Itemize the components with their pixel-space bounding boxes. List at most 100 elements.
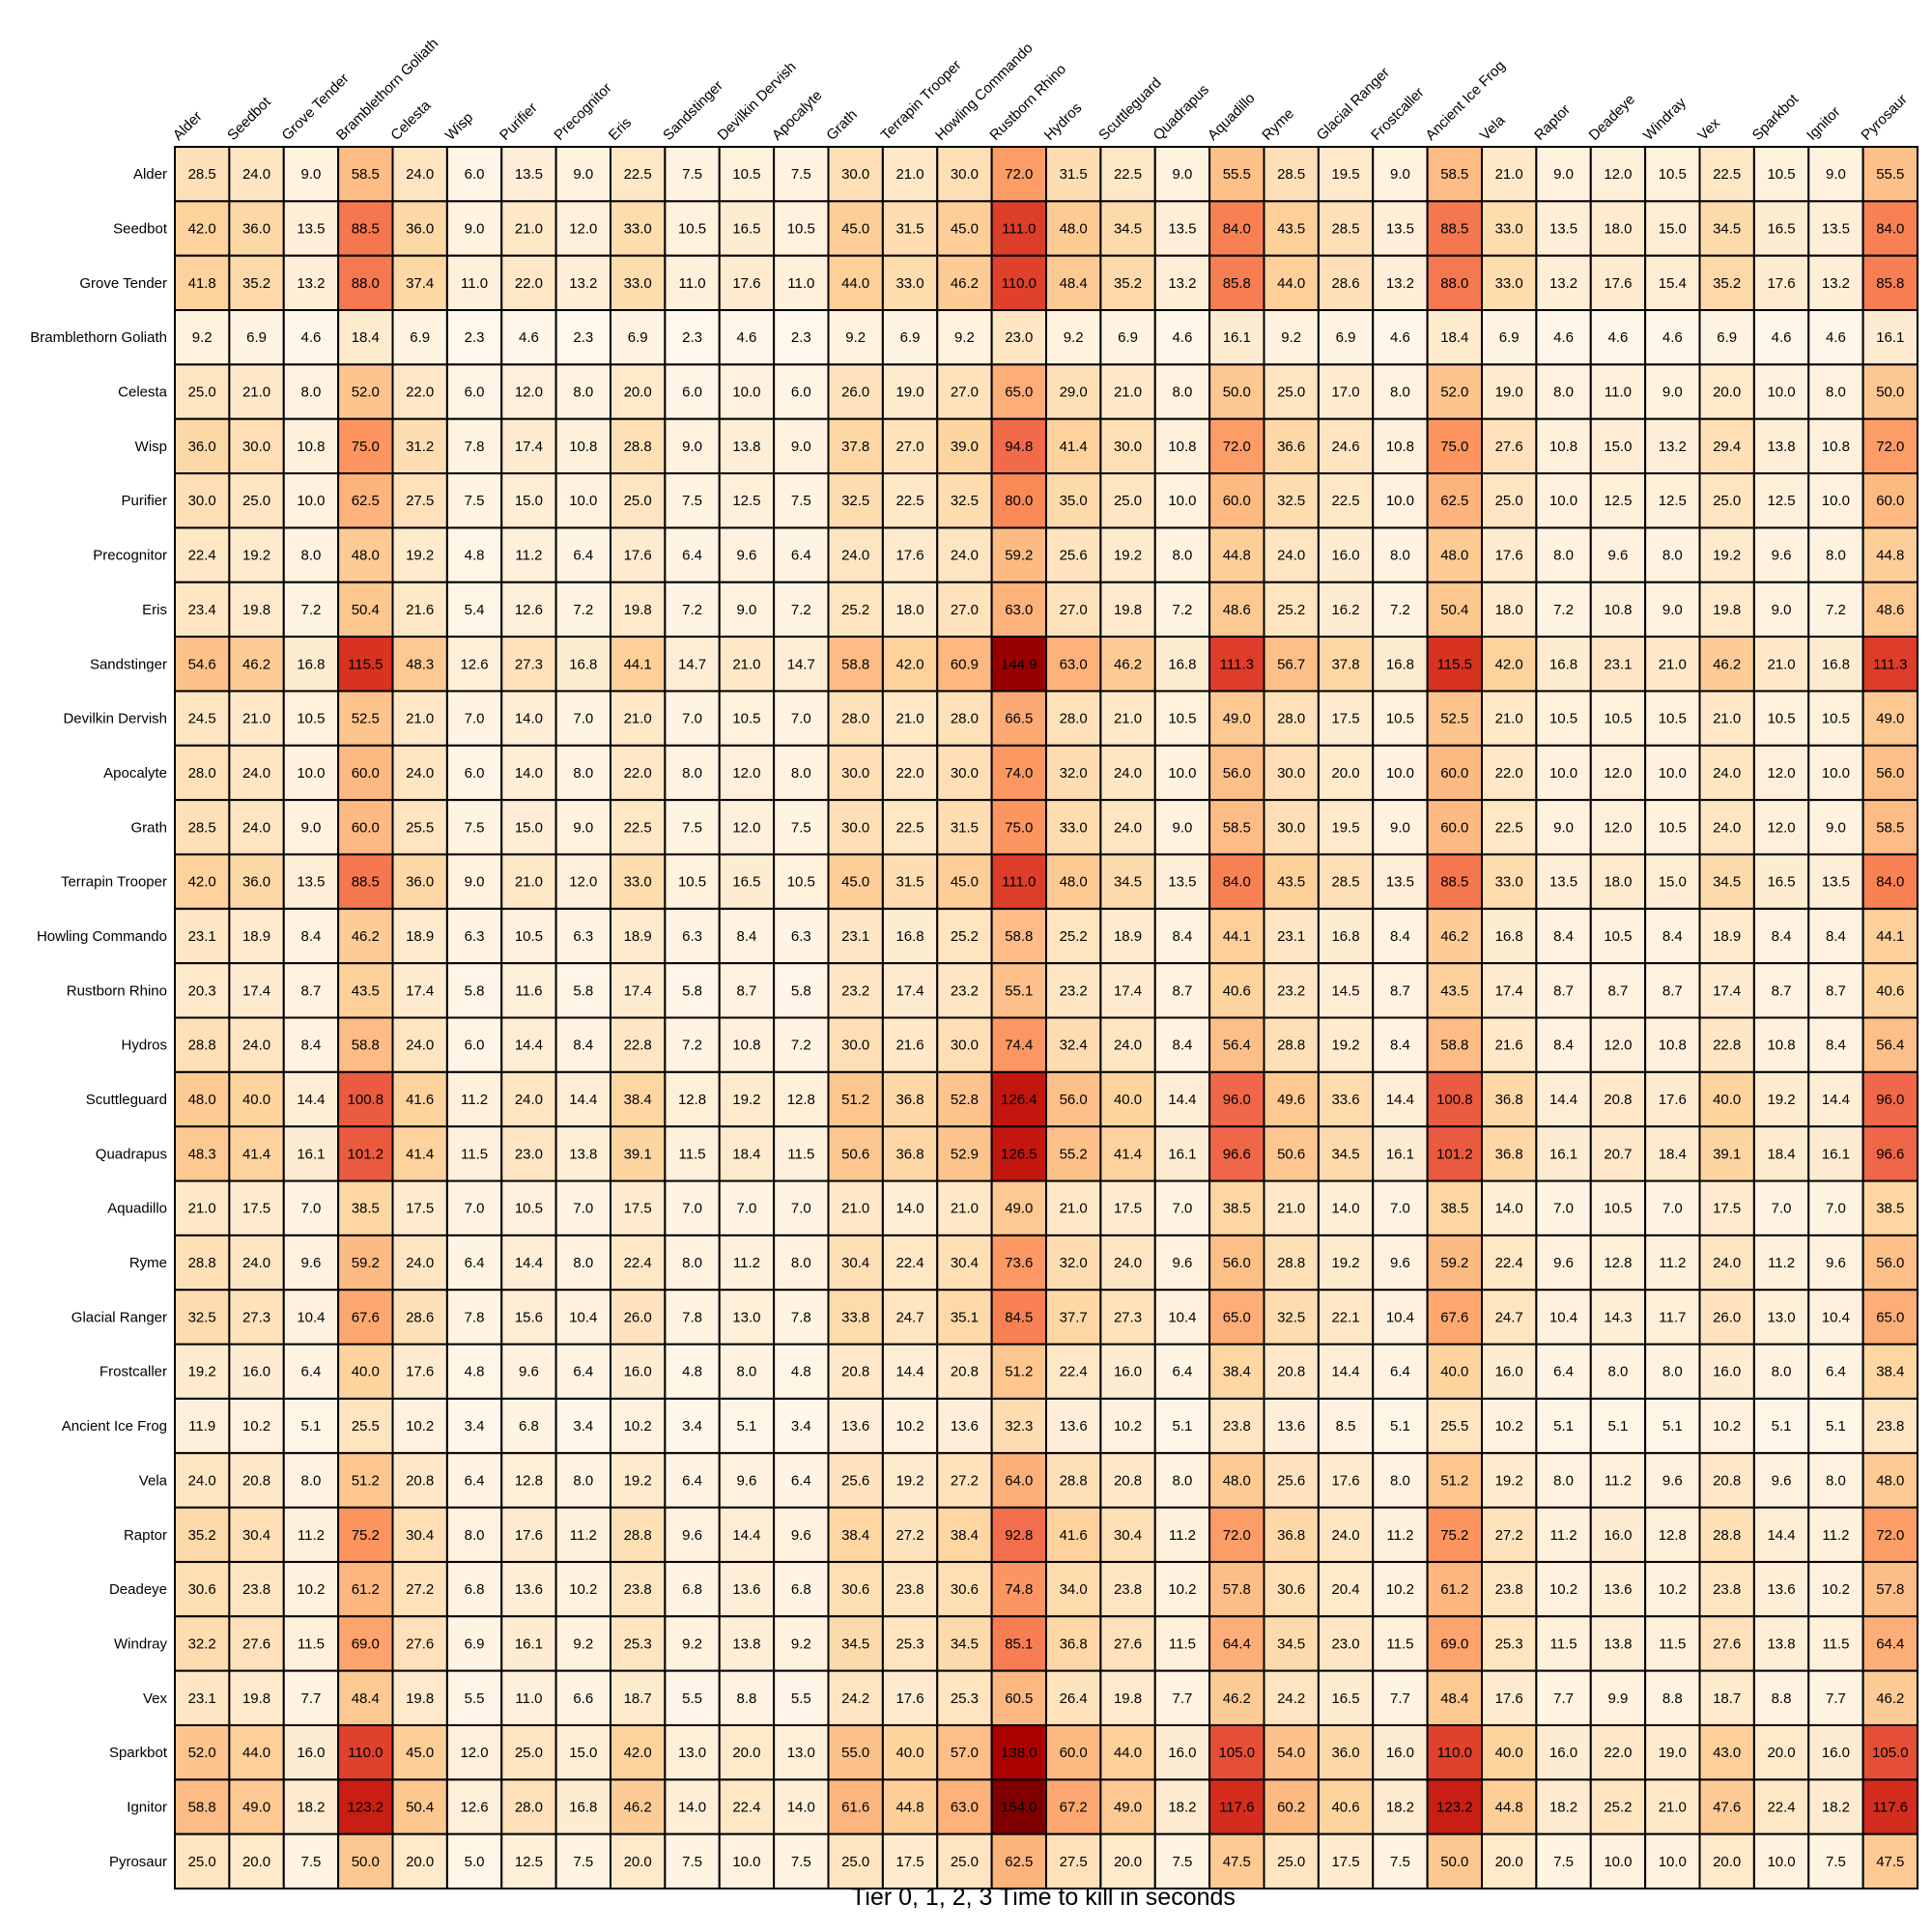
cell-value-label: 31.5 (951, 819, 979, 836)
cell-value-label: 19.2 (188, 1364, 216, 1380)
heatmap-cell (1263, 1234, 1320, 1292)
cell-value-label: 11.2 (1659, 1255, 1686, 1271)
cell-value-label: 84.5 (1005, 1309, 1033, 1325)
cell-value-label: 16.1 (1876, 329, 1904, 346)
cell-value-label: 8.0 (573, 765, 593, 781)
cell-value-label: 25.3 (895, 1635, 923, 1652)
cell-value-label: 13.5 (1822, 874, 1850, 891)
cell-value-label: 35.2 (1713, 275, 1741, 292)
heatmap-cell (1861, 853, 1919, 910)
heatmap-cell (664, 1016, 721, 1073)
cell-value-label: 6.8 (791, 1581, 811, 1598)
heatmap-cell (445, 1016, 503, 1073)
heatmap-cell (1698, 1289, 1755, 1346)
cell-value-label: 13.2 (1822, 275, 1850, 292)
cell-value-label: 17.6 (406, 1364, 434, 1380)
cell-value-label: 20.8 (1277, 1364, 1305, 1380)
cell-value-label: 24.0 (1713, 765, 1741, 781)
cell-value-label: 50.4 (1440, 602, 1468, 618)
cell-value-label: 20.0 (406, 1854, 434, 1870)
cell-value-label: 22.5 (1713, 166, 1741, 183)
heatmap-cell (1099, 1234, 1156, 1292)
cell-value-label: 64.4 (1223, 1635, 1251, 1652)
cell-value-label: 7.2 (682, 1037, 702, 1054)
cell-value-label: 12.0 (1604, 1037, 1632, 1054)
cell-value-label: 28.5 (1331, 221, 1359, 238)
cell-value-label: 8.0 (791, 1255, 811, 1271)
cell-value-label: 58.5 (1876, 819, 1904, 836)
cell-value-label: 28.8 (1060, 1472, 1088, 1489)
cell-value-label: 20.0 (1114, 1854, 1142, 1870)
cell-value-label: 6.6 (573, 1690, 593, 1707)
heatmap-cell (1372, 1506, 1429, 1563)
cell-value-label: 39.0 (951, 439, 979, 455)
heatmap-cell (718, 1070, 776, 1128)
cell-value-label: 7.0 (737, 1201, 757, 1217)
heatmap-cell (936, 1234, 993, 1292)
cell-value-label: 6.9 (628, 329, 648, 346)
cell-value-label: 88.0 (1440, 275, 1468, 292)
cell-value-label: 14.4 (1822, 1092, 1850, 1108)
cell-value-label: 49.0 (1876, 711, 1904, 727)
cell-value-label: 115.5 (1437, 656, 1472, 672)
heatmap-cell (1153, 1452, 1211, 1509)
heatmap-cell (1535, 472, 1592, 529)
column-label: Wisp (442, 109, 477, 144)
heatmap-cell (827, 1070, 884, 1128)
cell-value-label: 24.0 (242, 765, 270, 781)
cell-value-label: 12.0 (1604, 765, 1632, 781)
cell-value-label: 21.0 (841, 1201, 869, 1217)
cell-value-label: 33.0 (895, 275, 923, 292)
cell-value-label: 22.5 (624, 819, 652, 836)
heatmap-cell (1589, 1723, 1647, 1781)
heatmap-cell (936, 1070, 993, 1128)
cell-value-label: 6.0 (465, 166, 485, 183)
heatmap-cell (936, 1615, 993, 1672)
heatmap-cell (1099, 1452, 1156, 1509)
cell-value-label: 105.0 (1219, 1745, 1256, 1761)
cell-value-label: 10.0 (1822, 765, 1850, 781)
cell-value-label: 9.6 (301, 1255, 322, 1271)
heatmap-cell (1317, 1506, 1375, 1563)
cell-value-label: 28.8 (1277, 1255, 1305, 1271)
cell-value-label: 7.5 (301, 1854, 322, 1870)
row-label: Ignitor (127, 1799, 167, 1815)
column-label: Pyrosaur (1858, 91, 1910, 143)
cell-value-label: 19.2 (895, 1472, 923, 1489)
row-label: Devilkin Dervish (63, 711, 167, 727)
heatmap-cell (718, 744, 776, 802)
cell-value-label: 21.6 (895, 1037, 923, 1054)
cell-value-label: 28.5 (188, 166, 216, 183)
cell-value-label: 16.0 (1495, 1364, 1523, 1380)
cell-value-label: 13.2 (1386, 275, 1414, 292)
heatmap-cell (1317, 1560, 1375, 1618)
cell-value-label: 10.2 (297, 1581, 325, 1598)
heatmap-cell (827, 417, 884, 475)
heatmap-cell (664, 1397, 721, 1455)
cell-value-label: 28.8 (188, 1255, 216, 1271)
cell-value-label: 6.9 (410, 329, 430, 346)
heatmap-cell (1045, 962, 1102, 1019)
heatmap-cell (1861, 1506, 1919, 1563)
heatmap-cell (718, 853, 776, 910)
cell-value-label: 12.5 (732, 493, 760, 509)
cell-value-label: 84.0 (1223, 221, 1251, 238)
cell-value-label: 11.2 (1169, 1527, 1196, 1544)
cell-value-label: 27.3 (242, 1309, 270, 1325)
cell-value-label: 9.2 (192, 329, 213, 346)
heatmap-cell (610, 636, 667, 693)
heatmap-cell (1589, 1343, 1647, 1400)
cell-value-label: 51.2 (1440, 1472, 1468, 1489)
cell-value-label: 44.8 (1223, 548, 1251, 564)
cell-value-label: 25.0 (515, 1745, 543, 1761)
cell-value-label: 56.0 (1876, 765, 1904, 781)
cell-value-label: 11.5 (1659, 1635, 1686, 1652)
cell-value-label: 25.3 (624, 1635, 652, 1652)
heatmap-cell (500, 1833, 557, 1890)
cell-value-label: 14.4 (732, 1527, 760, 1544)
cell-value-label: 5.8 (791, 982, 811, 999)
cell-value-label: 13.5 (1386, 221, 1414, 238)
row-label: Sparkbot (109, 1745, 168, 1761)
heatmap-cell (1208, 1289, 1265, 1346)
cell-value-label: 7.0 (682, 1201, 702, 1217)
